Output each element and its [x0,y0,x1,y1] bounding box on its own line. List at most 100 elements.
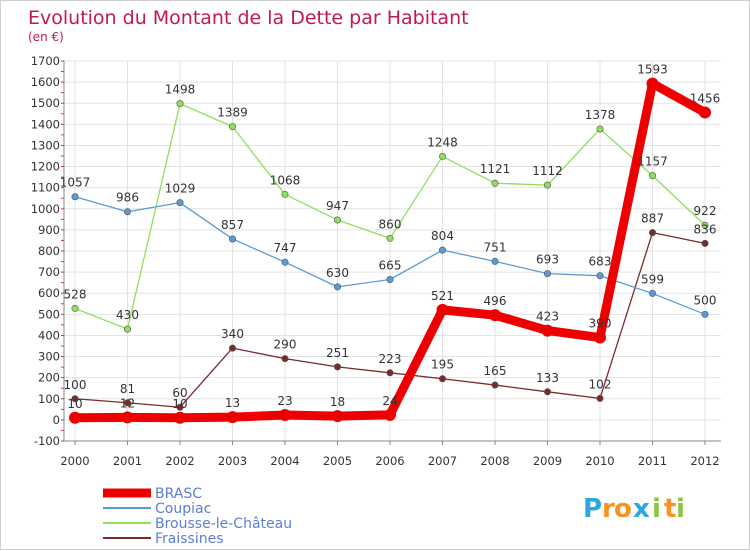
data-label: 223 [379,352,402,366]
data-label: 81 [120,382,135,396]
y-tick-label: 0 [53,413,60,427]
data-point [281,258,289,266]
data-label: 521 [431,289,454,303]
data-point [543,388,551,396]
data-point [596,272,604,280]
data-point [124,399,132,407]
data-label: 986 [116,191,139,205]
data-label: 24 [382,394,397,408]
data-label: 1057 [60,176,91,190]
grid [64,60,721,442]
data-point [648,172,656,180]
data-point [386,234,394,242]
x-tick-label: 2004 [270,454,299,468]
data-point [594,331,606,344]
data-label: 683 [589,255,612,269]
data-point [541,324,554,337]
y-tick-label: 1700 [31,54,60,68]
data-label: 251 [326,346,349,360]
data-point [176,403,184,411]
data-label: 528 [64,287,87,301]
x-tick-label: 2006 [375,454,404,468]
data-point [648,229,656,237]
y-tick-label: 100 [38,392,60,406]
y-tick-label: 700 [38,265,60,279]
chart-subtitle: (en €) [28,30,64,44]
data-point [491,257,499,265]
data-point [543,181,551,189]
data-point [699,106,711,119]
x-tick-label: 2011 [638,454,667,468]
data-label: 195 [431,358,454,372]
data-point [279,409,291,422]
data-label: 1121 [480,162,511,176]
data-point [596,394,604,402]
y-tick-label: 900 [38,223,60,237]
data-point [489,309,501,322]
logo-letter: o [614,494,632,524]
data-point [646,77,659,90]
data-label: 100 [64,378,87,392]
data-point [333,283,341,291]
x-tick-label: 2005 [323,454,352,468]
data-point [124,208,132,216]
data-label: 836 [694,222,717,236]
y-tick-label: 1300 [31,138,60,152]
x-tick-label: 2008 [480,454,509,468]
data-label: 12 [120,396,135,410]
data-point [281,355,289,363]
x-tick-label: 2001 [113,454,142,468]
data-label: 1389 [217,106,248,120]
x-tick-label: 2009 [533,454,562,468]
data-point [386,275,394,283]
data-labels: 10 12 10 13 23 18 24 521 496 423 390 1593 1456 1057 98… [60,63,721,411]
data-point [69,411,81,424]
data-label: 1456 [690,92,721,106]
axes: -100 0 100 200 300 400 500 600 700 800 900 1000 1100… [31,54,721,468]
x-tick-label: 2012 [690,454,719,468]
y-tick-label: -100 [34,434,60,448]
logo-letter: t [664,494,676,524]
data-point [71,193,79,201]
data-point [384,408,396,421]
data-label: 922 [694,204,717,218]
data-label: 860 [379,217,402,231]
y-tick-label: 1600 [31,75,60,89]
data-point [701,239,709,247]
data-label: 857 [221,218,244,232]
data-label: 947 [326,199,349,213]
data-point [174,411,186,424]
data-point [281,190,289,198]
data-label: 10 [67,397,82,411]
y-tick-label: 600 [38,286,60,300]
x-tick-label: 2010 [585,454,614,468]
y-tick-label: 200 [38,371,60,385]
data-label: 290 [274,338,297,352]
data-label: 1378 [585,108,616,122]
data-point [438,246,446,254]
data-label: 13 [225,396,240,410]
data-label: 496 [484,294,507,308]
data-label: 1248 [427,135,458,149]
y-tick-label: 1200 [31,160,60,174]
data-label: 804 [431,229,454,243]
data-point [229,344,237,352]
data-label: 599 [641,272,664,286]
x-tick-label: 2002 [165,454,194,468]
data-label: 423 [536,310,559,324]
data-label: 10 [172,397,187,411]
logo-letter: r [602,494,615,524]
data-label: 18 [330,395,345,409]
legend-label: Coupiac [155,501,211,517]
data-label: 1029 [165,182,196,196]
logo-letter: i [676,494,685,524]
data-label: 1498 [165,83,196,97]
data-point [386,369,394,377]
data-point [229,123,237,131]
data-point [438,152,446,160]
data-point [331,410,344,423]
